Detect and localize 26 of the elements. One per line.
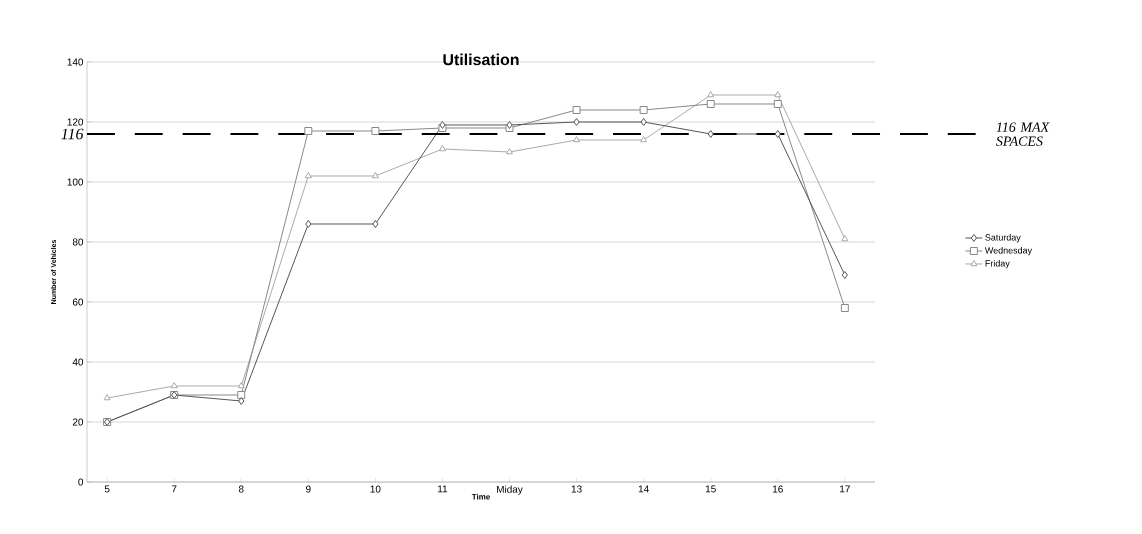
x-tick-label: Miday [497, 485, 523, 495]
y-tick-label: 140 [67, 58, 84, 66]
y-tick-label: 100 [67, 178, 84, 186]
text: 116 MAX SPACES [996, 122, 1050, 146]
ref-line-label: 116 [61, 128, 84, 140]
x-tick-label: 15 [705, 485, 716, 493]
x-tick-label: 10 [370, 485, 381, 493]
legend-label: Wednesday [984, 247, 1033, 256]
x-tick-label: 7 [171, 485, 177, 493]
x-tick-label: 11 [438, 485, 448, 493]
x-tick-label: 14 [638, 485, 649, 493]
x-tick-label: 17 [840, 485, 850, 493]
x-tick-label: 5 [104, 485, 110, 493]
y-tick-label: 60 [72, 298, 84, 306]
x-tick-label: 16 [772, 485, 783, 493]
y-tick-label: 20 [72, 418, 84, 426]
chart-title: Utilisation [443, 53, 519, 66]
y-tick-label: 120 [67, 118, 84, 126]
y-tick-label: 80 [72, 238, 84, 246]
y-tick-label: 0 [78, 478, 84, 486]
x-tick-label: 13 [571, 485, 582, 493]
x-tick-label: 8 [238, 485, 244, 493]
legend-label: Saturday [985, 234, 1021, 243]
legend-label: Friday [985, 259, 1010, 269]
y-tick-label: 40 [72, 358, 84, 366]
x-tick-label: 9 [306, 485, 311, 493]
